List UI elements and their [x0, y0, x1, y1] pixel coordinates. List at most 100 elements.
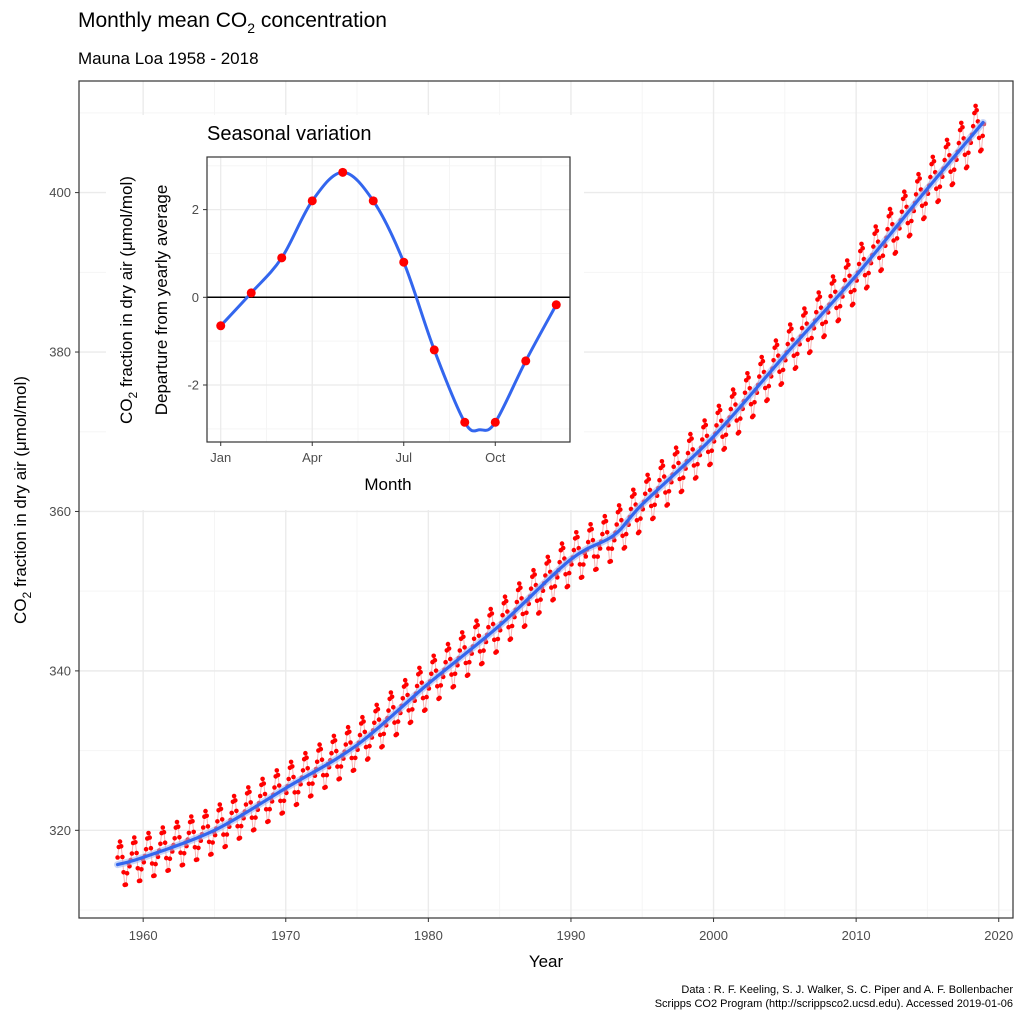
monthly-mean-point [408, 719, 414, 725]
monthly-mean-point [808, 349, 813, 354]
monthly-mean-point [948, 169, 953, 174]
monthly-mean-point [132, 835, 137, 840]
inset-y-tick-label: -2 [187, 378, 199, 393]
monthly-mean-point [438, 683, 444, 688]
monthly-mean-point [252, 827, 257, 832]
monthly-mean-point [175, 824, 181, 829]
inset-title: Seasonal variation [207, 123, 372, 145]
monthly-mean-point [295, 789, 301, 795]
chart-title: Monthly mean CO2 concentration [78, 9, 387, 36]
monthly-mean-point [404, 682, 409, 687]
inset-month-point [246, 288, 256, 298]
monthly-mean-point [695, 461, 700, 467]
monthly-mean-point [246, 785, 251, 790]
monthly-mean-point [243, 802, 249, 807]
monthly-mean-point [367, 743, 372, 749]
x-tick-label: 2010 [842, 928, 871, 943]
monthly-mean-point [566, 570, 572, 576]
monthly-mean-point [329, 750, 334, 756]
monthly-mean-point [560, 545, 566, 551]
monthly-mean-point [392, 720, 397, 725]
inset-month-point [490, 417, 500, 427]
monthly-mean-point [337, 776, 343, 781]
monthly-mean-point [591, 554, 597, 559]
monthly-mean-point [192, 845, 198, 850]
monthly-mean-point [620, 533, 625, 539]
monthly-mean-point [532, 572, 537, 577]
monthly-mean-point [429, 671, 434, 677]
inset-plot-border [206, 156, 571, 443]
y-tick-label: 340 [49, 663, 71, 678]
monthly-mean-point [748, 401, 754, 407]
monthly-mean-point [677, 476, 682, 482]
monthly-mean-point [694, 475, 699, 480]
monthly-mean-point [734, 418, 739, 423]
monthly-mean-point [828, 293, 833, 299]
monthly-mean-point [793, 365, 799, 370]
monthly-mean-point [716, 403, 722, 409]
monthly-mean-point [149, 861, 155, 866]
monthly-mean-point [495, 636, 501, 642]
monthly-mean-point [435, 684, 440, 689]
monthly-mean-point [820, 321, 825, 327]
monthly-mean-point [517, 581, 522, 586]
monthly-mean-point [531, 567, 536, 573]
monthly-mean-point [205, 824, 211, 829]
monthly-mean-point [777, 369, 782, 375]
monthly-mean-point [204, 813, 209, 819]
monthly-mean-point [475, 622, 481, 628]
monthly-mean-point [518, 585, 523, 591]
main-plot-border [78, 80, 1014, 919]
monthly-mean-point [219, 817, 225, 822]
monthly-mean-point [133, 840, 138, 845]
monthly-mean-point [395, 719, 401, 724]
monthly-mean-point [723, 432, 729, 438]
monthly-mean-point [465, 672, 471, 678]
monthly-mean-point [874, 228, 880, 234]
monthly-mean-point [400, 696, 406, 701]
monthly-mean-point [260, 776, 265, 782]
monthly-mean-point [880, 253, 886, 258]
inset-month-point [460, 417, 470, 427]
monthly-mean-point [357, 732, 363, 738]
monthly-mean-point [885, 226, 890, 232]
monthly-mean-point [345, 724, 351, 730]
monthly-mean-point [837, 303, 843, 309]
monthly-mean-point [459, 630, 465, 635]
monthly-mean-point [503, 598, 509, 604]
monthly-mean-point [661, 474, 667, 479]
monthly-mean-point [603, 518, 609, 524]
monthly-mean-point [651, 515, 656, 521]
monthly-mean-point [959, 120, 964, 126]
monthly-mean-point [167, 856, 173, 861]
x-axis-title: Year [529, 952, 564, 971]
monthly-mean-point [319, 757, 325, 762]
monthly-mean-point [506, 624, 511, 630]
monthly-mean-point [437, 695, 442, 701]
inset-x-tick-label: Jul [395, 450, 412, 465]
monthly-mean-points [115, 103, 987, 888]
monthly-mean-point [349, 755, 355, 761]
monthly-mean-point [303, 750, 308, 756]
monthly-mean-point [146, 830, 151, 836]
monthly-mean-point [618, 507, 623, 512]
monthly-mean-point [218, 806, 224, 812]
monthly-mean-point [785, 341, 791, 347]
monthly-mean-point [351, 767, 357, 773]
inset-x-axis-title: Month [364, 475, 411, 494]
monthly-mean-point [545, 554, 551, 560]
monthly-mean-point [887, 206, 893, 212]
monthly-mean-point [248, 800, 253, 805]
monthly-mean-point [117, 839, 123, 844]
monthly-mean-point [443, 659, 448, 665]
monthly-mean-point [817, 294, 823, 300]
monthly-mean-point [663, 490, 668, 495]
monthly-mean-point [579, 574, 585, 580]
monthly-mean-point [631, 487, 636, 493]
monthly-mean-point [774, 342, 780, 348]
monthly-mean-point [467, 659, 472, 665]
monthly-mean-point [335, 764, 340, 769]
monthly-mean-point [893, 249, 899, 255]
seasonal-inset: Seasonal variation Jan Apr Jul Oct -2 0 2 Mon… [106, 115, 584, 510]
monthly-mean-point [389, 694, 395, 700]
